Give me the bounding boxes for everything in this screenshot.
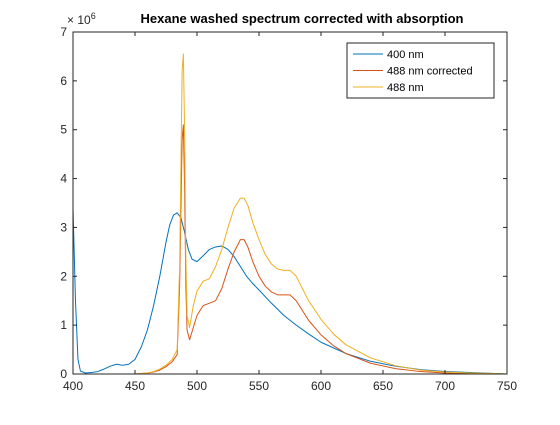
x-tick-label: 600 — [311, 379, 331, 393]
x-tick-label: 650 — [373, 379, 393, 393]
x-tick-label: 700 — [435, 379, 455, 393]
legend: 400 nm 488 nm corrected 488 nm — [346, 42, 495, 99]
x-tick-label: 400 — [63, 379, 83, 393]
series-line-2 — [72, 124, 508, 375]
y-tick-label: 7 — [60, 25, 67, 39]
legend-label: 488 nm corrected — [387, 66, 473, 78]
y-tick-label: 3 — [60, 220, 67, 234]
y-tick-label: 0 — [60, 367, 67, 381]
legend-label: 488 nm — [387, 82, 424, 94]
x-axis-ticks: 400 450 500 550 600 650 700 750 — [63, 32, 517, 393]
series-layer — [72, 53, 508, 375]
x-tick-label: 750 — [497, 379, 517, 393]
x-tick-label: 550 — [249, 379, 269, 393]
plot-frame — [72, 31, 508, 375]
series-line-1 — [72, 207, 508, 375]
y-multiplier-exponent: 6 — [91, 11, 96, 21]
y-tick-label: 1 — [60, 318, 67, 332]
y-axis-ticks: 0 1 2 3 4 5 6 7 — [60, 25, 507, 381]
legend-label: 400 nm — [387, 49, 424, 61]
legend-items: 400 nm 488 nm corrected 488 nm — [353, 49, 473, 94]
y-axis-multiplier: × 106 — [67, 11, 96, 27]
chart-title: Hexane washed spectrum corrected with ab… — [141, 11, 464, 26]
y-tick-label: 4 — [60, 172, 67, 186]
y-tick-label: 2 — [60, 269, 67, 283]
y-tick-label: 6 — [60, 74, 67, 88]
series-line-3 — [72, 53, 508, 375]
x-tick-label: 450 — [125, 379, 145, 393]
x-tick-label: 500 — [187, 379, 207, 393]
y-multiplier-base: × 10 — [67, 13, 91, 27]
y-tick-label: 5 — [60, 123, 67, 137]
